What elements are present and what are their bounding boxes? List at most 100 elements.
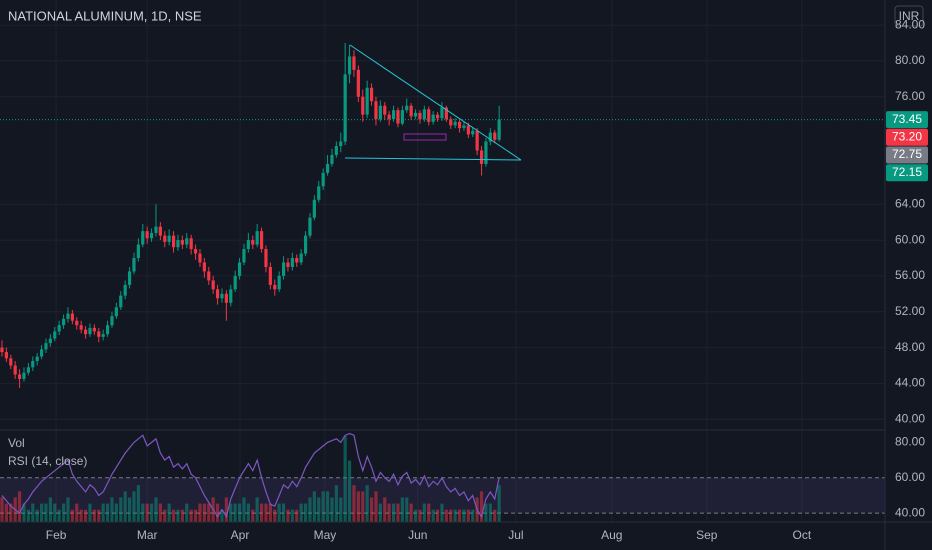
volume-bar (198, 503, 202, 522)
volume-bar (334, 485, 338, 522)
volume-bar (101, 503, 105, 522)
candle-body (493, 132, 497, 140)
volume-bar (303, 503, 308, 522)
candle-body (295, 258, 299, 263)
currency-box[interactable] (894, 5, 924, 27)
candle-body (0, 347, 4, 353)
candle-body (31, 361, 35, 368)
candle-body (383, 105, 387, 115)
candle-body (70, 313, 74, 321)
candle-body (475, 130, 479, 151)
y-tick-label: 60.00 (895, 232, 925, 246)
candle-body (167, 235, 171, 242)
volume-bar (35, 509, 39, 522)
volume-bar (92, 509, 96, 522)
volume-bar (22, 503, 26, 522)
volume-bar (229, 503, 233, 522)
rsi-tick-label: 60.00 (895, 470, 925, 484)
volume-bar (281, 503, 286, 522)
y-tick-label: 84.00 (895, 17, 925, 31)
candle-body (264, 249, 268, 267)
price-label-box (886, 128, 928, 146)
volume-bar (413, 509, 418, 522)
volume-bar (369, 497, 374, 522)
volume-bar (400, 497, 404, 522)
candle-body (211, 280, 215, 290)
candle-body (26, 367, 30, 373)
volume-bar (202, 503, 206, 522)
volume-bar (273, 509, 277, 522)
candle-body (198, 253, 202, 263)
volume-bar (114, 503, 118, 522)
candle-body (303, 235, 308, 254)
volume-bar (444, 509, 448, 522)
volume-bar (290, 509, 294, 522)
candle-body (163, 235, 167, 242)
candle-body (9, 358, 13, 366)
volume-bar (352, 485, 356, 522)
candle-body (444, 107, 448, 120)
volume-bar (31, 503, 35, 522)
candle-body (13, 365, 17, 375)
candle-body (207, 271, 211, 281)
volume-legend: Vol (8, 436, 25, 450)
volume-bar (435, 509, 440, 522)
candle-body (378, 105, 382, 120)
candle-body (4, 352, 8, 359)
x-tick-label: Jul (508, 528, 523, 542)
volume-bar (396, 503, 400, 522)
candle-body (396, 110, 400, 124)
volume-bar (462, 509, 466, 522)
volume-bar (466, 509, 470, 522)
candle-body (171, 235, 176, 248)
volume-bar (255, 497, 259, 522)
y-tick-label: 64.00 (895, 196, 925, 210)
volume-bar (259, 503, 264, 522)
volume-bar (264, 503, 268, 522)
candle-body (35, 356, 39, 362)
currency[interactable]: INR (899, 9, 920, 23)
volume-bar (374, 491, 378, 522)
volume-bar (154, 497, 158, 522)
price-label-box (886, 111, 928, 129)
candle-body (237, 262, 242, 276)
x-tick-label: Aug (601, 528, 622, 542)
candle-body (431, 114, 435, 122)
volume-bar (405, 497, 409, 522)
candle-body (119, 295, 123, 308)
volume-bar (145, 503, 149, 522)
candle-body (22, 372, 26, 379)
candle-body (193, 249, 198, 254)
volume-bar (431, 509, 435, 522)
volume-bar (97, 509, 101, 522)
candle-body (347, 56, 352, 75)
rsi-tick-label: 80.00 (895, 435, 925, 449)
volume-bar (79, 509, 83, 522)
volume-bar (70, 509, 74, 522)
volume-bar (391, 503, 396, 522)
y-tick-label: 80.00 (895, 53, 925, 67)
volume-bar (237, 503, 242, 522)
grid (0, 0, 885, 522)
price-label: 73.20 (892, 129, 922, 143)
candle-body (479, 150, 484, 164)
volume-bar (361, 491, 365, 522)
volume-bar (312, 491, 316, 522)
volume-bar (378, 503, 382, 522)
candle-body (413, 112, 418, 117)
volume-bar (17, 491, 22, 522)
volume-bar (497, 485, 501, 522)
volume-bar (321, 491, 325, 522)
volume-bar (119, 497, 123, 522)
volume-bar (330, 497, 334, 522)
volume-bar (242, 497, 246, 522)
candle-body (180, 240, 184, 245)
marker-box (403, 133, 447, 141)
x-tick-label: Jun (408, 528, 427, 542)
price-label-box (886, 146, 928, 164)
candle-body (339, 141, 343, 147)
candle-body (97, 331, 101, 337)
y-tick-label: 76.00 (895, 89, 925, 103)
candle-body (427, 109, 431, 122)
